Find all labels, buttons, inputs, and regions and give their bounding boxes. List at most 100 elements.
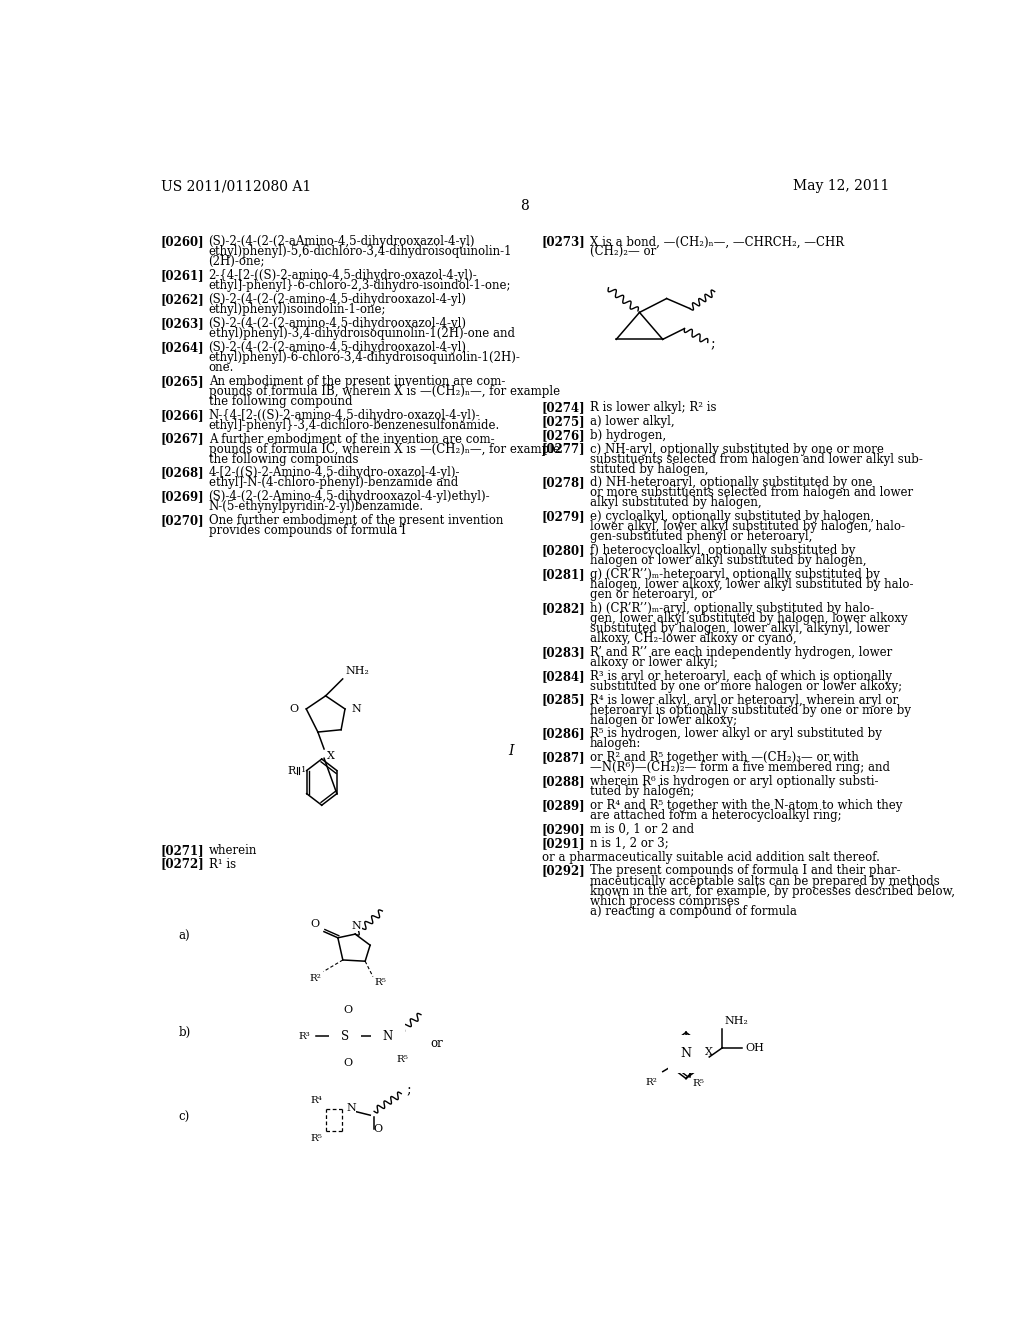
Text: O: O bbox=[290, 704, 299, 714]
Text: provides compounds of formula I: provides compounds of formula I bbox=[209, 524, 406, 537]
Text: OH: OH bbox=[744, 1043, 764, 1053]
Text: (S)-2-(4-(2-(2-amino-4,5-dihydrooxazol-4-yl): (S)-2-(4-(2-(2-amino-4,5-dihydrooxazol-4… bbox=[209, 341, 467, 354]
Text: N: N bbox=[681, 1047, 691, 1060]
Text: b) hydrogen,: b) hydrogen, bbox=[590, 429, 666, 442]
Text: —N(R⁶)—(CH₂)₂— form a five membered ring; and: —N(R⁶)—(CH₂)₂— form a five membered ring… bbox=[590, 762, 890, 775]
Text: 2-{4-[2-((S)-2-amino-4,5-dihydro-oxazol-4-yl)-: 2-{4-[2-((S)-2-amino-4,5-dihydro-oxazol-… bbox=[209, 269, 477, 282]
Text: R¹ is: R¹ is bbox=[209, 858, 236, 871]
Text: c): c) bbox=[178, 1110, 189, 1123]
Text: halogen, lower alkoxy, lower alkyl substituted by halo-: halogen, lower alkoxy, lower alkyl subst… bbox=[590, 578, 913, 591]
Text: wherein R⁶ is hydrogen or aryl optionally substi-: wherein R⁶ is hydrogen or aryl optionall… bbox=[590, 775, 879, 788]
Text: N: N bbox=[351, 704, 360, 714]
Text: O: O bbox=[374, 1125, 383, 1134]
Text: R⁵: R⁵ bbox=[692, 1080, 705, 1088]
Text: stituted by halogen,: stituted by halogen, bbox=[590, 462, 709, 475]
Text: pounds of formula IB, wherein X is —(CH₂)ₙ—, for example: pounds of formula IB, wherein X is —(CH₂… bbox=[209, 385, 560, 397]
Text: ;: ; bbox=[710, 337, 715, 351]
Text: (2H)-one;: (2H)-one; bbox=[209, 256, 265, 268]
Text: An embodiment of the present invention are com-: An embodiment of the present invention a… bbox=[209, 375, 505, 388]
Text: [0274]: [0274] bbox=[542, 401, 586, 414]
Text: n is 1, 2 or 3;: n is 1, 2 or 3; bbox=[590, 837, 669, 850]
Text: R⁴: R⁴ bbox=[310, 1096, 323, 1105]
Text: pounds of formula IC, wherein X is —(CH₂)ₙ—, for example: pounds of formula IC, wherein X is —(CH₂… bbox=[209, 442, 559, 455]
Text: [0277]: [0277] bbox=[542, 442, 586, 455]
Text: [0286]: [0286] bbox=[542, 727, 586, 741]
Text: [0267]: [0267] bbox=[161, 433, 204, 446]
Text: [0268]: [0268] bbox=[161, 466, 204, 479]
Text: R⁵: R⁵ bbox=[375, 978, 386, 987]
Text: maceutically acceptable salts can be prepared by methods: maceutically acceptable salts can be pre… bbox=[590, 874, 940, 887]
Text: the following compound: the following compound bbox=[209, 395, 352, 408]
Text: ethyl)phenyl)isoindolin-1-one;: ethyl)phenyl)isoindolin-1-one; bbox=[209, 304, 386, 317]
Text: alkoxy, CH₂-lower alkoxy or cyano,: alkoxy, CH₂-lower alkoxy or cyano, bbox=[590, 632, 797, 645]
Text: (S)-2-(4-(2-(2-amino-4,5-dihydrooxazol-4-yl): (S)-2-(4-(2-(2-amino-4,5-dihydrooxazol-4… bbox=[209, 293, 467, 306]
Text: b): b) bbox=[178, 1026, 190, 1039]
Text: [0270]: [0270] bbox=[161, 515, 204, 527]
Text: [0269]: [0269] bbox=[161, 490, 204, 503]
Text: R⁵: R⁵ bbox=[397, 1056, 409, 1064]
Text: [0266]: [0266] bbox=[161, 409, 204, 421]
Text: [0278]: [0278] bbox=[542, 477, 586, 490]
Text: US 2011/0112080 A1: US 2011/0112080 A1 bbox=[161, 180, 311, 193]
Text: known in the art, for example, by processes described below,: known in the art, for example, by proces… bbox=[590, 884, 955, 898]
Text: one.: one. bbox=[209, 360, 233, 374]
Text: [0291]: [0291] bbox=[542, 837, 586, 850]
Text: 1: 1 bbox=[301, 766, 306, 774]
Text: the following compounds: the following compounds bbox=[209, 453, 358, 466]
Text: R³ is aryl or heteroaryl, each of which is optionally: R³ is aryl or heteroaryl, each of which … bbox=[590, 669, 892, 682]
Text: or R⁴ and R⁵ together with the N-atom to which they: or R⁴ and R⁵ together with the N-atom to… bbox=[590, 799, 902, 812]
Text: [0284]: [0284] bbox=[542, 669, 586, 682]
Text: h) (CR’R’’)ₘ-aryl, optionally substituted by halo-: h) (CR’R’’)ₘ-aryl, optionally substitute… bbox=[590, 602, 874, 615]
Text: NH₂: NH₂ bbox=[725, 1016, 749, 1026]
Text: wherein: wherein bbox=[209, 843, 257, 857]
Text: [0263]: [0263] bbox=[161, 317, 205, 330]
Text: ethyl]-N-(4-chloro-phenyl)-benzamide and: ethyl]-N-(4-chloro-phenyl)-benzamide and bbox=[209, 477, 458, 490]
Text: ;: ; bbox=[407, 1084, 412, 1097]
Text: R is lower alkyl; R² is: R is lower alkyl; R² is bbox=[590, 401, 717, 414]
Text: substituted by one or more halogen or lower alkoxy;: substituted by one or more halogen or lo… bbox=[590, 680, 902, 693]
Text: (CH₂)₂— or: (CH₂)₂— or bbox=[590, 246, 656, 259]
Text: which process comprises: which process comprises bbox=[590, 895, 739, 908]
Text: [0281]: [0281] bbox=[542, 568, 586, 581]
Text: NH₂: NH₂ bbox=[346, 665, 370, 676]
Text: a) lower alkyl,: a) lower alkyl, bbox=[590, 414, 675, 428]
Text: [0285]: [0285] bbox=[542, 693, 586, 706]
Text: ethyl)phenyl)-5,6-dichloro-3,4-dihydroisoquinolin-1: ethyl)phenyl)-5,6-dichloro-3,4-dihydrois… bbox=[209, 246, 512, 259]
Text: gen-substituted phenyl or heteroaryl,: gen-substituted phenyl or heteroaryl, bbox=[590, 531, 812, 544]
Text: N: N bbox=[346, 1102, 356, 1113]
Text: [0289]: [0289] bbox=[542, 799, 586, 812]
Text: ethyl)phenyl)-3,4-dihydroisoquinolin-1(2H)-one and: ethyl)phenyl)-3,4-dihydroisoquinolin-1(2… bbox=[209, 327, 515, 341]
Text: A further embodiment of the invention are com-: A further embodiment of the invention ar… bbox=[209, 433, 495, 446]
Text: tuted by halogen;: tuted by halogen; bbox=[590, 785, 694, 799]
Text: One further embodiment of the present invention: One further embodiment of the present in… bbox=[209, 515, 503, 527]
Text: [0264]: [0264] bbox=[161, 341, 204, 354]
Text: [0265]: [0265] bbox=[161, 375, 204, 388]
Text: [0288]: [0288] bbox=[542, 775, 586, 788]
Text: R⁶: R⁶ bbox=[677, 1055, 689, 1063]
Text: heteroaryl is optionally substituted by one or more by: heteroaryl is optionally substituted by … bbox=[590, 704, 911, 717]
Text: R³: R³ bbox=[298, 1032, 310, 1040]
Text: halogen or lower alkoxy;: halogen or lower alkoxy; bbox=[590, 714, 737, 726]
Text: c) NH-aryl, optionally substituted by one or more: c) NH-aryl, optionally substituted by on… bbox=[590, 442, 884, 455]
Text: R: R bbox=[288, 766, 296, 776]
Text: a) reacting a compound of formula: a) reacting a compound of formula bbox=[590, 904, 797, 917]
Text: [0260]: [0260] bbox=[161, 235, 204, 248]
Text: [0273]: [0273] bbox=[542, 235, 586, 248]
Text: R⁴ is lower alkyl, aryl or heteroaryl, wherein aryl or: R⁴ is lower alkyl, aryl or heteroaryl, w… bbox=[590, 693, 898, 706]
Text: 4-[2-((S)-2-Amino-4,5-dihydro-oxazol-4-yl)-: 4-[2-((S)-2-Amino-4,5-dihydro-oxazol-4-y… bbox=[209, 466, 460, 479]
Text: halogen or lower alkyl substituted by halogen,: halogen or lower alkyl substituted by ha… bbox=[590, 554, 866, 568]
Text: R²: R² bbox=[309, 974, 322, 983]
Text: [0271]: [0271] bbox=[161, 843, 204, 857]
Text: [0283]: [0283] bbox=[542, 645, 586, 659]
Text: g) (CR’R’’)ₘ-heteroaryl, optionally substituted by: g) (CR’R’’)ₘ-heteroaryl, optionally subs… bbox=[590, 568, 880, 581]
Text: [0261]: [0261] bbox=[161, 269, 204, 282]
Text: X is a bond, —(CH₂)ₙ—, —CHRCH₂, —CHR: X is a bond, —(CH₂)ₙ—, —CHRCH₂, —CHR bbox=[590, 235, 844, 248]
Text: [0272]: [0272] bbox=[161, 858, 205, 871]
Text: f) heterocycloalkyl, optionally substituted by: f) heterocycloalkyl, optionally substitu… bbox=[590, 544, 855, 557]
Text: R²: R² bbox=[645, 1077, 657, 1086]
Text: N: N bbox=[352, 921, 361, 931]
Text: [0279]: [0279] bbox=[542, 511, 586, 523]
Text: (S)-4-(2-(2-Amino-4,5-dihydrooxazol-4-yl)ethyl)-: (S)-4-(2-(2-Amino-4,5-dihydrooxazol-4-yl… bbox=[209, 490, 490, 503]
Text: [0292]: [0292] bbox=[542, 865, 586, 878]
Text: [0290]: [0290] bbox=[542, 822, 586, 836]
